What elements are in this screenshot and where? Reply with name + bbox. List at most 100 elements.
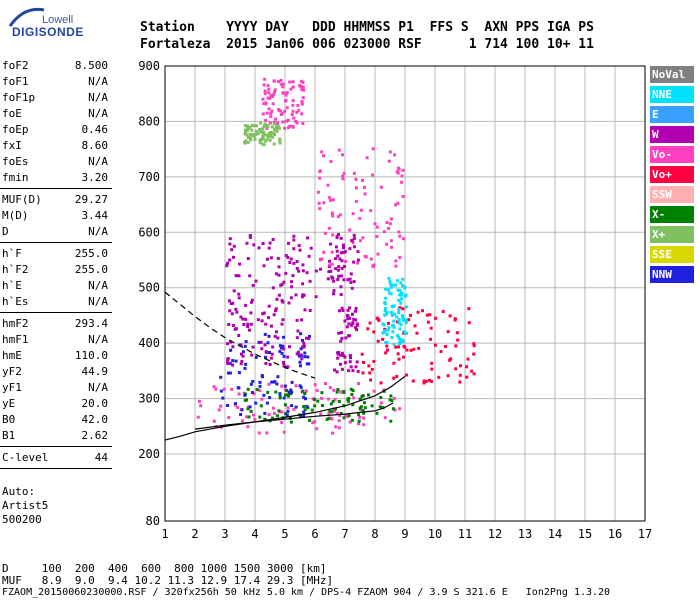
echo-point xyxy=(261,97,265,101)
echo-point xyxy=(409,313,412,317)
echo-point xyxy=(322,250,326,254)
echo-point xyxy=(347,369,351,373)
echo-point xyxy=(329,160,333,163)
echo-point xyxy=(322,154,325,158)
echo-point xyxy=(282,430,286,434)
echo-point xyxy=(254,401,258,405)
echo-point xyxy=(247,126,251,130)
echo-point xyxy=(360,208,363,212)
echo-point xyxy=(251,132,255,136)
echo-point xyxy=(399,293,403,297)
echo-point xyxy=(260,319,264,323)
echo-point xyxy=(454,344,458,348)
echo-point xyxy=(368,321,372,325)
echo-point xyxy=(283,109,287,113)
echo-point xyxy=(305,404,309,408)
echo-point xyxy=(354,318,358,322)
echo-point xyxy=(250,123,254,127)
echo-point xyxy=(396,279,399,283)
y-tick-labels: 80 200 300 400 500 600 700 800 900 xyxy=(138,59,160,528)
echo-point xyxy=(249,409,253,413)
echo-point xyxy=(267,91,271,95)
y-tick-label: 800 xyxy=(138,114,160,128)
y-tick-label: 80 xyxy=(146,514,160,528)
x-tick-label: 15 xyxy=(578,527,592,541)
echo-point xyxy=(298,384,302,388)
param-label: foEs xyxy=(2,155,29,168)
echo-point xyxy=(302,405,306,408)
echo-point xyxy=(236,405,240,409)
echo-point xyxy=(373,222,377,226)
echo-point xyxy=(262,131,266,135)
echo-point xyxy=(212,419,216,423)
echo-point xyxy=(258,415,262,419)
echo-point xyxy=(397,298,401,302)
echo-point xyxy=(266,390,270,394)
echo-point xyxy=(281,344,285,348)
echo-point xyxy=(276,256,280,260)
echo-point xyxy=(384,296,388,300)
echo-point xyxy=(307,254,311,258)
echo-point xyxy=(269,256,273,260)
echo-point xyxy=(303,351,307,355)
echo-point xyxy=(231,345,235,349)
echo-point xyxy=(303,308,307,312)
echo-point xyxy=(366,327,370,331)
echo-point xyxy=(299,332,303,336)
echo-point xyxy=(267,107,271,111)
echo-point xyxy=(388,150,392,154)
echo-point xyxy=(458,373,462,377)
echo-point xyxy=(268,135,272,139)
echo-point xyxy=(271,95,274,98)
echo-point xyxy=(283,126,287,130)
param-value: 29.27 xyxy=(74,193,108,206)
echo-point xyxy=(281,85,285,89)
echo-point xyxy=(381,331,385,335)
echo-point xyxy=(332,388,336,392)
echo-point xyxy=(226,357,230,361)
echo-point xyxy=(393,408,397,412)
echo-point xyxy=(287,390,291,394)
echo-point xyxy=(401,195,405,198)
echo-point xyxy=(301,269,305,273)
echo-point xyxy=(324,382,327,386)
legend-item-x: X- xyxy=(650,206,694,223)
echo-point xyxy=(340,336,344,340)
param-row: fmin 3.20 xyxy=(0,170,112,186)
x-tick-label: 17 xyxy=(638,527,652,541)
echo-point xyxy=(243,393,247,397)
x-tick-label: 8 xyxy=(371,527,378,541)
echo-point xyxy=(320,404,324,407)
echo-point xyxy=(281,120,285,124)
echo-point xyxy=(398,407,402,411)
echo-point xyxy=(344,260,348,263)
plot-frame xyxy=(164,65,646,522)
echo-point xyxy=(231,301,235,305)
y-tick-label: 200 xyxy=(138,447,160,461)
echo-point xyxy=(226,261,229,265)
echo-point xyxy=(338,257,342,261)
echo-point xyxy=(407,318,411,322)
echo-point xyxy=(243,366,247,370)
param-value: 3.44 xyxy=(81,209,109,222)
echo-point xyxy=(228,361,232,365)
param-row: foF2 8.500 xyxy=(0,58,112,74)
echo-point xyxy=(428,313,432,317)
scaled-traces xyxy=(164,291,406,441)
echo-point xyxy=(248,405,252,409)
echo-point xyxy=(386,328,390,332)
echo-point xyxy=(267,316,270,320)
echo-point xyxy=(280,322,284,326)
echo-point xyxy=(422,379,426,383)
param-value: N/A xyxy=(88,279,108,292)
echo-point xyxy=(446,330,450,334)
echo-point xyxy=(363,406,367,410)
echo-point xyxy=(389,394,393,398)
echo-point xyxy=(352,280,356,284)
param-row: fxI 8.60 xyxy=(0,138,112,154)
echo-point xyxy=(394,345,398,349)
echo-point xyxy=(282,354,286,358)
echo-point xyxy=(394,203,398,207)
echo-point xyxy=(392,376,396,380)
echo-point xyxy=(338,309,341,313)
